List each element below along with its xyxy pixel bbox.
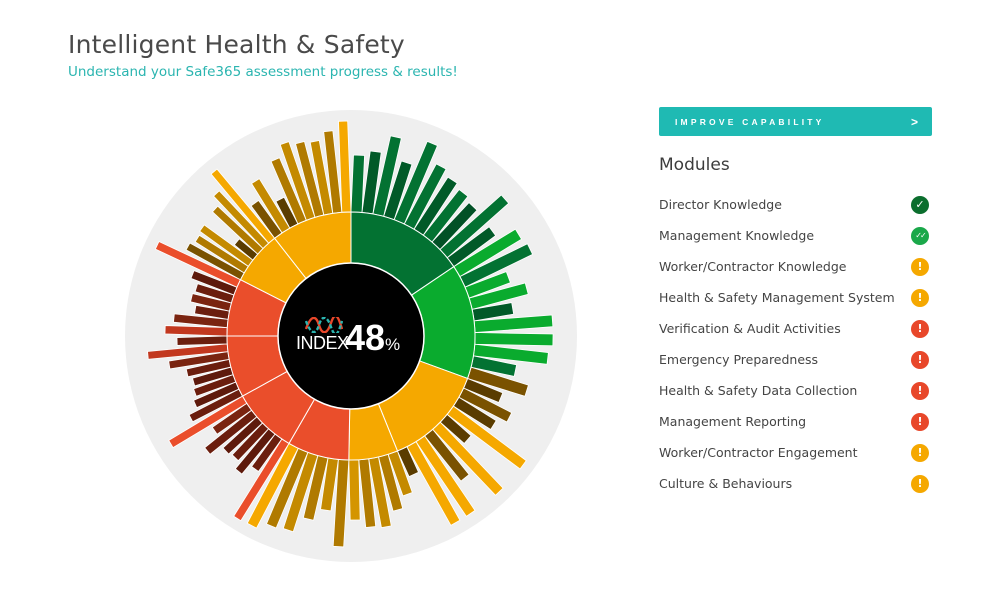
question-bar [348, 459, 361, 521]
module-label: Worker/Contractor Knowledge [659, 259, 847, 274]
question-bar [474, 332, 554, 347]
question-bar [350, 154, 365, 213]
question-bar [164, 325, 228, 337]
module-item[interactable]: Management Knowledge ✓✓ [659, 220, 929, 251]
module-label: Worker/Contractor Engagement [659, 445, 858, 460]
index-value: 48% [345, 317, 400, 359]
page-subtitle: Understand your Safe365 assessment progr… [68, 64, 458, 80]
status-exclamation-icon: ! [911, 288, 929, 307]
module-label: Verification & Audit Activities [659, 321, 841, 336]
index-word: INDEX [296, 333, 349, 353]
index-unit: % [385, 335, 401, 354]
module-label: Health & Safety Management System [659, 290, 895, 305]
status-exclamation-icon: ! [911, 350, 929, 369]
module-item[interactable]: Director Knowledge ✓ [659, 189, 929, 220]
module-label: Health & Safety Data Collection [659, 383, 858, 398]
module-item[interactable]: Verification & Audit Activities! [659, 313, 929, 344]
module-label: Management Reporting [659, 414, 807, 429]
status-exclamation-icon: ! [911, 319, 929, 338]
chevron-right-icon: > [910, 114, 918, 129]
index-logo-icon [305, 317, 343, 333]
index-label: INDEX 48% [296, 315, 416, 359]
module-item[interactable]: Worker/Contractor Knowledge! [659, 251, 929, 282]
index-center [277, 262, 425, 410]
status-exclamation-icon: ! [911, 443, 929, 462]
status-exclamation-icon: ! [911, 474, 929, 493]
improve-capability-button[interactable]: IMPROVE CAPABILITY > [659, 107, 932, 136]
modules-list: Director Knowledge ✓ Management Knowledge ✓… [659, 189, 929, 499]
module-item[interactable]: Culture & Behaviours! [659, 468, 929, 499]
status-exclamation-icon: ! [911, 257, 929, 276]
module-label: Management Knowledge [659, 228, 815, 243]
status-double-check-icon: ✓✓ [911, 226, 929, 245]
status-check-icon: ✓ [911, 195, 929, 214]
inner-ring [226, 211, 476, 461]
module-item[interactable]: Worker/Contractor Engagement! [659, 437, 929, 468]
module-item[interactable]: Health & Safety Data Collection! [659, 375, 929, 406]
module-item[interactable]: Emergency Preparedness! [659, 344, 929, 375]
status-exclamation-icon: ! [911, 412, 929, 431]
question-bar [176, 335, 228, 346]
module-label: Culture & Behaviours [659, 476, 793, 491]
module-label: Director Knowledge [659, 197, 782, 212]
module-item[interactable]: Management Reporting! [659, 406, 929, 437]
module-label: Emergency Preparedness [659, 352, 819, 367]
sunburst-chart [125, 110, 577, 562]
index-number: 48 [345, 317, 386, 358]
page-title: Intelligent Health & Safety [68, 30, 405, 59]
modules-heading: Modules [659, 155, 730, 175]
improve-capability-label: IMPROVE CAPABILITY [675, 116, 825, 127]
status-exclamation-icon: ! [911, 381, 929, 400]
module-item[interactable]: Health & Safety Management System! [659, 282, 929, 313]
